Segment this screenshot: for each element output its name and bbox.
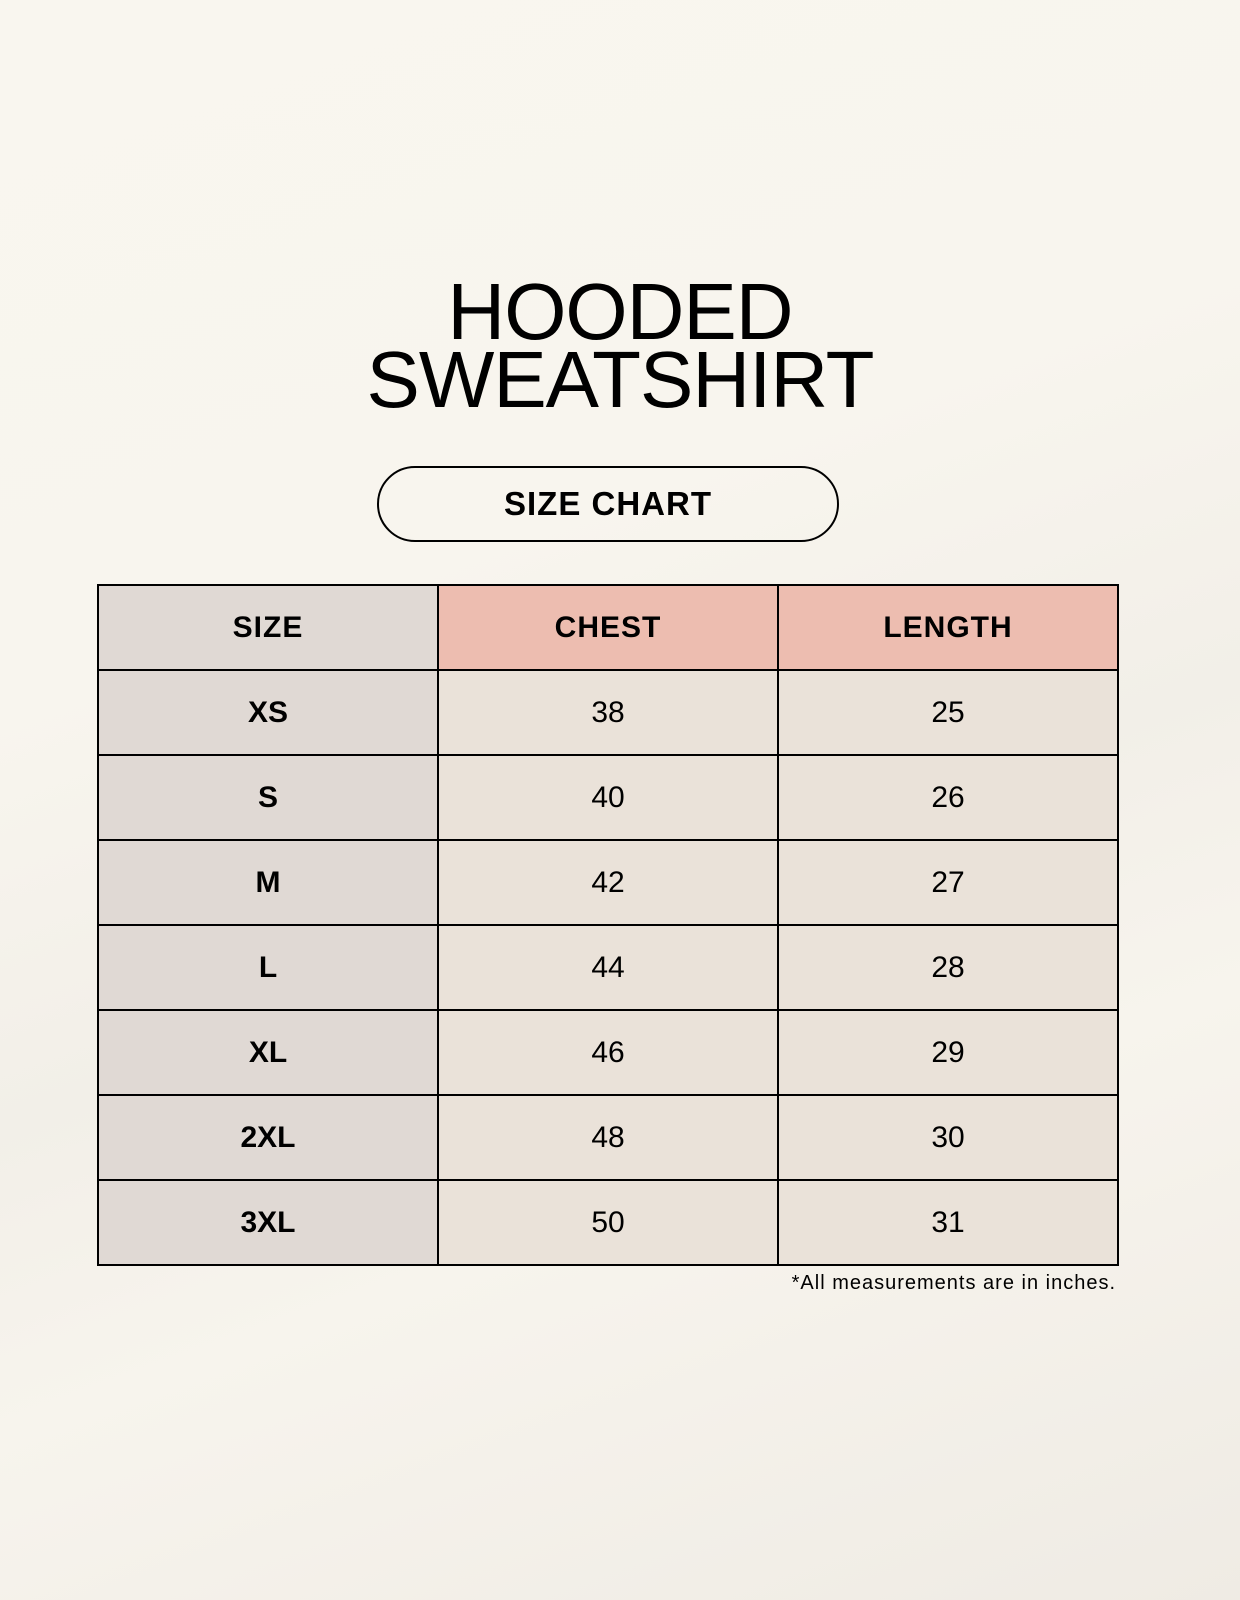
header-size: SIZE xyxy=(97,584,439,671)
size-chart-badge: SIZE CHART xyxy=(377,466,839,542)
cell-size: L xyxy=(97,924,439,1011)
table-row: XS 38 25 xyxy=(97,669,1119,756)
table-row: 2XL 48 30 xyxy=(97,1094,1119,1181)
table-row: XL 46 29 xyxy=(97,1009,1119,1096)
cell-chest: 50 xyxy=(437,1179,779,1266)
header-length: LENGTH xyxy=(777,584,1119,671)
cell-size: 2XL xyxy=(97,1094,439,1181)
table-row: 3XL 50 31 xyxy=(97,1179,1119,1266)
cell-size: 3XL xyxy=(97,1179,439,1266)
footnote: *All measurements are in inches. xyxy=(791,1272,1116,1294)
cell-size: S xyxy=(97,754,439,841)
cell-length: 28 xyxy=(777,924,1119,1011)
page-title: HOODED SWEATSHIRT xyxy=(0,267,1240,424)
cell-chest: 38 xyxy=(437,669,779,756)
cell-length: 30 xyxy=(777,1094,1119,1181)
title-line-1: HOODED xyxy=(447,267,793,356)
cell-length: 27 xyxy=(777,839,1119,926)
header-chest: CHEST xyxy=(437,584,779,671)
cell-length: 26 xyxy=(777,754,1119,841)
table-header-row: SIZE CHEST LENGTH xyxy=(97,584,1119,671)
cell-size: M xyxy=(97,839,439,926)
table-row: M 42 27 xyxy=(97,839,1119,926)
size-table: SIZE CHEST LENGTH XS 38 25 S 40 26 M 42 27 L 44 28 X… xyxy=(97,584,1119,1266)
cell-length: 31 xyxy=(777,1179,1119,1266)
table-row: S 40 26 xyxy=(97,754,1119,841)
title-line-2: SWEATSHIRT xyxy=(366,335,874,424)
cell-chest: 42 xyxy=(437,839,779,926)
cell-chest: 46 xyxy=(437,1009,779,1096)
cell-length: 29 xyxy=(777,1009,1119,1096)
cell-size: XL xyxy=(97,1009,439,1096)
table-row: L 44 28 xyxy=(97,924,1119,1011)
cell-size: XS xyxy=(97,669,439,756)
cell-chest: 44 xyxy=(437,924,779,1011)
cell-chest: 40 xyxy=(437,754,779,841)
cell-length: 25 xyxy=(777,669,1119,756)
cell-chest: 48 xyxy=(437,1094,779,1181)
